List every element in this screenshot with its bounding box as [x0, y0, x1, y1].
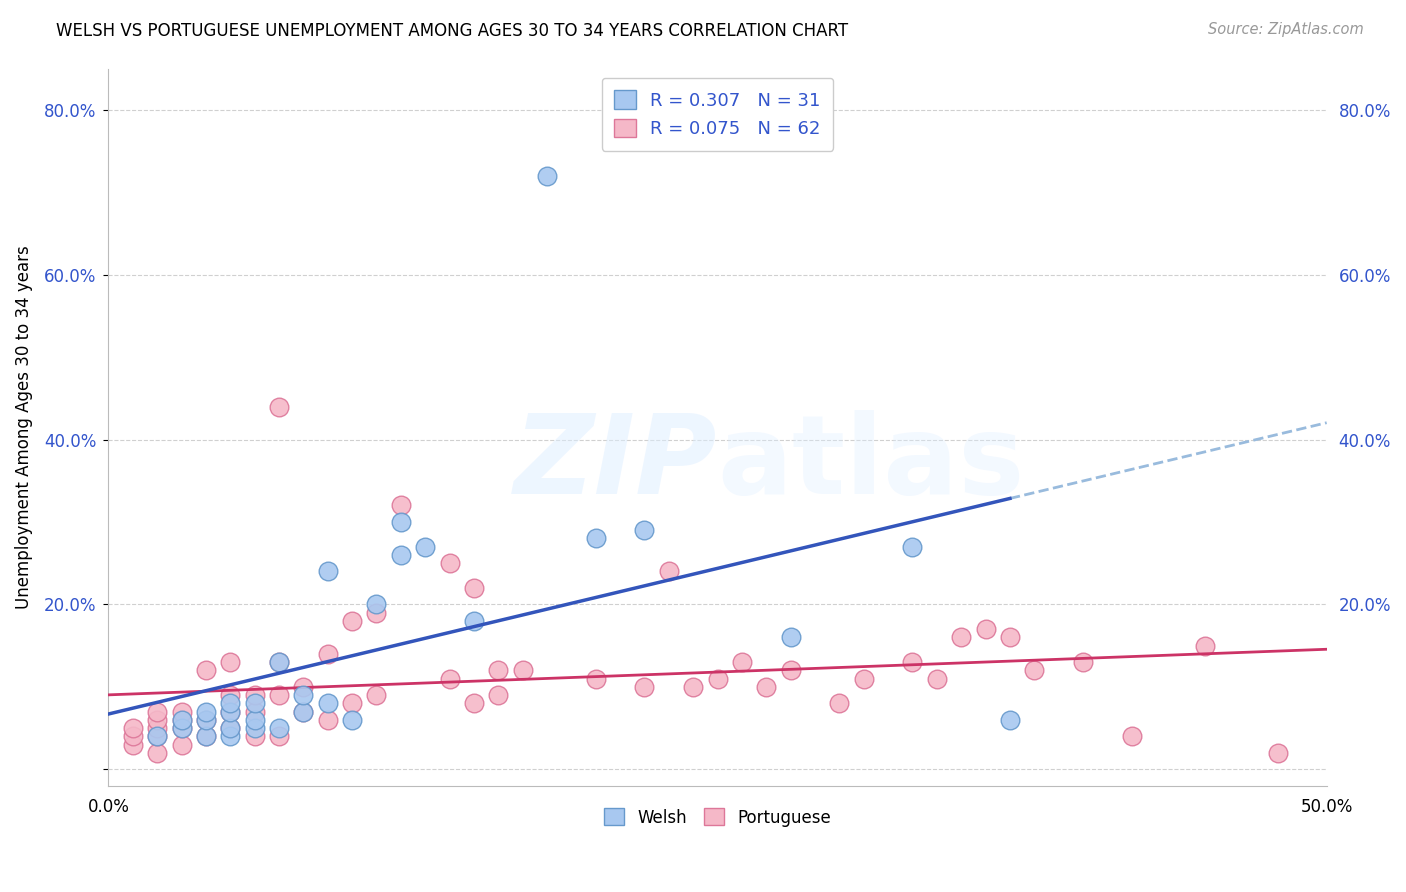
Point	[1121, 729, 1143, 743]
Point	[267, 721, 290, 735]
Point	[292, 688, 315, 702]
Point	[170, 721, 193, 735]
Text: ZIP: ZIP	[515, 409, 717, 516]
Point	[267, 655, 290, 669]
Point	[219, 696, 242, 710]
Point	[925, 672, 948, 686]
Point	[121, 738, 143, 752]
Point	[267, 400, 290, 414]
Point	[194, 729, 217, 743]
Point	[170, 738, 193, 752]
Point	[219, 721, 242, 735]
Point	[658, 565, 681, 579]
Point	[731, 655, 754, 669]
Point	[366, 688, 388, 702]
Point	[170, 721, 193, 735]
Point	[852, 672, 875, 686]
Text: atlas: atlas	[717, 409, 1025, 516]
Point	[292, 680, 315, 694]
Y-axis label: Unemployment Among Ages 30 to 34 years: Unemployment Among Ages 30 to 34 years	[15, 245, 32, 609]
Point	[170, 705, 193, 719]
Point	[219, 655, 242, 669]
Point	[146, 713, 169, 727]
Point	[536, 169, 558, 183]
Point	[463, 614, 485, 628]
Point	[170, 713, 193, 727]
Point	[267, 688, 290, 702]
Point	[998, 713, 1021, 727]
Point	[243, 713, 266, 727]
Point	[389, 499, 412, 513]
Point	[901, 540, 924, 554]
Point	[292, 705, 315, 719]
Point	[779, 631, 801, 645]
Point	[219, 705, 242, 719]
Point	[146, 721, 169, 735]
Point	[439, 556, 461, 570]
Point	[243, 696, 266, 710]
Point	[1024, 664, 1046, 678]
Point	[585, 672, 607, 686]
Point	[194, 705, 217, 719]
Point	[706, 672, 728, 686]
Point	[340, 614, 363, 628]
Point	[1194, 639, 1216, 653]
Point	[389, 548, 412, 562]
Point	[194, 729, 217, 743]
Point	[486, 664, 509, 678]
Point	[243, 721, 266, 735]
Point	[340, 696, 363, 710]
Point	[512, 664, 534, 678]
Point	[974, 622, 997, 636]
Point	[121, 729, 143, 743]
Point	[950, 631, 973, 645]
Point	[340, 713, 363, 727]
Point	[633, 523, 655, 537]
Point	[146, 729, 169, 743]
Point	[267, 655, 290, 669]
Point	[121, 721, 143, 735]
Point	[243, 729, 266, 743]
Point	[779, 664, 801, 678]
Point	[366, 598, 388, 612]
Point	[682, 680, 704, 694]
Point	[755, 680, 778, 694]
Point	[170, 713, 193, 727]
Point	[463, 696, 485, 710]
Point	[389, 515, 412, 529]
Point	[219, 729, 242, 743]
Point	[316, 696, 339, 710]
Point	[413, 540, 436, 554]
Point	[998, 631, 1021, 645]
Point	[585, 532, 607, 546]
Point	[1267, 746, 1289, 760]
Point	[194, 664, 217, 678]
Point	[463, 581, 485, 595]
Point	[243, 705, 266, 719]
Point	[292, 705, 315, 719]
Point	[267, 729, 290, 743]
Point	[1071, 655, 1094, 669]
Point	[219, 688, 242, 702]
Point	[194, 713, 217, 727]
Point	[486, 688, 509, 702]
Point	[316, 565, 339, 579]
Point	[219, 705, 242, 719]
Text: Source: ZipAtlas.com: Source: ZipAtlas.com	[1208, 22, 1364, 37]
Point	[901, 655, 924, 669]
Point	[146, 705, 169, 719]
Point	[146, 729, 169, 743]
Point	[219, 721, 242, 735]
Point	[366, 606, 388, 620]
Text: WELSH VS PORTUGUESE UNEMPLOYMENT AMONG AGES 30 TO 34 YEARS CORRELATION CHART: WELSH VS PORTUGUESE UNEMPLOYMENT AMONG A…	[56, 22, 848, 40]
Point	[439, 672, 461, 686]
Point	[146, 746, 169, 760]
Point	[243, 688, 266, 702]
Legend: Welsh, Portuguese: Welsh, Portuguese	[596, 800, 839, 835]
Point	[316, 647, 339, 661]
Point	[633, 680, 655, 694]
Point	[194, 713, 217, 727]
Point	[828, 696, 851, 710]
Point	[316, 713, 339, 727]
